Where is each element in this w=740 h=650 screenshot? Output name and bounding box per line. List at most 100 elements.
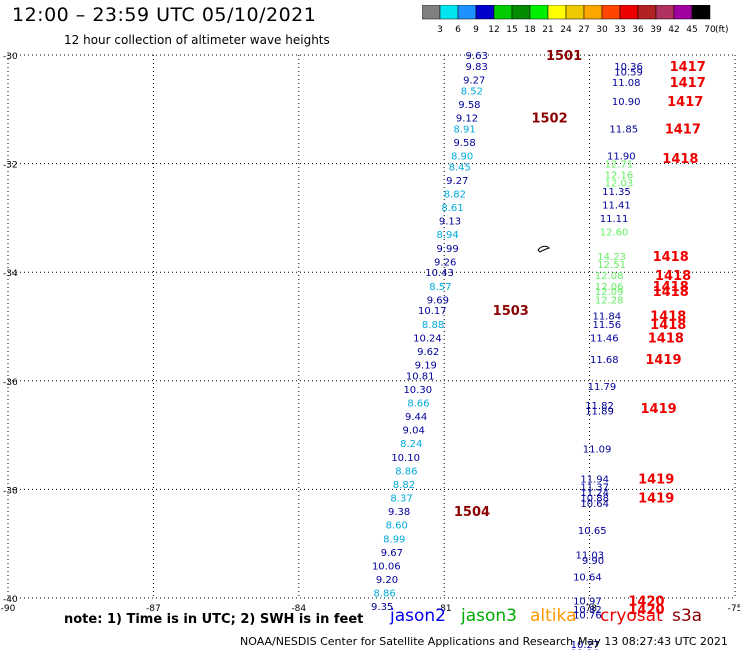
legend-unit: (ft) (715, 25, 729, 35)
wave-height-value: 12.51 (597, 260, 626, 271)
pass-time-label: 1417 (667, 95, 703, 110)
wave-height-value: 10.64 (573, 572, 602, 583)
legend-level: 30 (596, 25, 608, 35)
wave-height-value: 8.60 (386, 521, 408, 532)
wave-height-value: 8.52 (461, 86, 483, 97)
pass-time-label: 1418 (650, 310, 686, 325)
wave-height-value: 9.26 (434, 257, 456, 268)
wave-height-value: 9.90 (582, 556, 604, 567)
wave-height-value: 10.43 (425, 268, 454, 279)
wave-height-value: 9.44 (405, 412, 427, 423)
color-scale-legend: 3 6 9 12 15 18 21 24 27 30 33 36 39 42 45 70 (ft) (422, 5, 729, 35)
wave-height-value: 9.27 (463, 75, 485, 86)
wave-height-value: 8.90 (451, 151, 473, 162)
wave-height-value: 9.63 (466, 51, 488, 62)
wave-height-value: 11.68 (590, 355, 619, 366)
wave-height-value: 9.58 (453, 138, 475, 149)
pass-time-label: 1420 (628, 603, 664, 618)
wave-height-value: 11.84 (592, 312, 621, 323)
legend-s3a: s3a (672, 606, 703, 626)
legend-level: 6 (455, 25, 461, 35)
wave-height-value: 12.09 (595, 287, 624, 298)
legend-level: 33 (614, 25, 625, 35)
wave-height-value: 12.06 (595, 282, 624, 293)
wave-height-value: 10.10 (391, 453, 420, 464)
wave-height-value: 9.13 (439, 217, 461, 228)
y-tick-label: -32 (3, 161, 18, 171)
wave-height-value: 10.27 (571, 640, 600, 650)
wave-height-value: 11.37 (580, 483, 609, 494)
wave-height-value: 8.61 (441, 203, 463, 214)
wave-height-value: 11.24 (580, 488, 609, 499)
pass-time-label: 1419 (638, 473, 674, 488)
legend-jason3: jason3 (461, 606, 517, 626)
y-tick-label: -40 (3, 595, 18, 605)
page-title: 12:00 – 23:59 UTC 05/10/2021 (12, 4, 317, 26)
wave-height-value: 8.66 (407, 399, 429, 410)
wave-height-value: 10.36 (614, 62, 643, 73)
wave-height-value: 11.82 (585, 401, 614, 412)
wave-height-value: 9.38 (388, 507, 410, 518)
legend-level: 39 (650, 25, 662, 35)
wave-height-value: 11.03 (575, 551, 604, 562)
wave-height-value: 11.09 (583, 445, 612, 456)
wave-height-value: 11.41 (602, 200, 631, 211)
wave-height-value: 12.60 (600, 227, 629, 238)
wave-height-value: 10.81 (406, 371, 435, 382)
pass-time-label: 1418 (653, 285, 689, 300)
wave-height-value: 10.17 (418, 306, 447, 317)
wave-height-value: 10.82 (573, 605, 602, 616)
note-text: note: 1) Time is in UTC; 2) SWH is in fe… (64, 612, 364, 627)
legend-level: 18 (524, 25, 536, 35)
wave-height-value: 12.16 (605, 170, 634, 181)
legend-level: 24 (560, 25, 572, 35)
pass-time-label: 1418 (648, 331, 684, 346)
wave-height-value: 9.35 (371, 602, 393, 613)
wave-height-value: 11.90 (607, 151, 636, 162)
legend-swatch (691, 5, 711, 20)
pass-time-label: 1418 (655, 269, 691, 284)
wave-height-value: 8.94 (436, 230, 458, 241)
pass-time-label: 1503 (493, 304, 529, 319)
wave-height-value: 8.37 (390, 494, 412, 505)
wave-height-value: 9.69 (427, 295, 449, 306)
wave-height-value: 8.24 (400, 439, 422, 450)
wave-height-value: 14.23 (597, 252, 626, 263)
wave-height-value: 9.83 (466, 62, 488, 73)
legend-level: 12 (488, 25, 499, 35)
pass-time-label: 1420 (628, 595, 664, 610)
wave-height-value: 8.57 (429, 282, 451, 293)
legend-level: 21 (542, 25, 553, 35)
wave-height-value: 9.58 (458, 100, 480, 111)
pass-time-label: 1501 (546, 49, 582, 64)
y-tick-label: -34 (3, 269, 18, 279)
coastline-fragment (537, 245, 550, 253)
legend-level: 36 (632, 25, 644, 35)
legend-level: 42 (668, 25, 679, 35)
wave-height-value: 12.08 (595, 271, 624, 282)
wave-height-value: 9.62 (417, 347, 439, 358)
wave-height-value: 11.56 (592, 320, 621, 331)
x-tick-label: -87 (146, 604, 161, 614)
wave-height-value: 10.97 (573, 597, 602, 608)
wave-height-value: 10.64 (580, 499, 609, 510)
wave-height-value: 8.86 (395, 466, 417, 477)
credit-text: NOAA/NESDIS Center for Satellite Applica… (240, 635, 574, 648)
wave-height-value: 9.04 (403, 426, 425, 437)
wave-height-value: 9.27 (446, 176, 468, 187)
x-tick-label: -90 (1, 604, 16, 614)
x-tick-label: -75 (728, 604, 740, 614)
axes: -90 -87 -84 -81 -78 -75 -30 -32 -34 -36 -38 -40 (1, 52, 740, 614)
wave-height-value: 11.89 (585, 407, 614, 418)
timestamp: May 13 08:27:43 UTC 2021 (578, 635, 728, 648)
x-tick-label: -78 (582, 604, 597, 614)
pass-time-label: 1502 (531, 111, 567, 126)
pass-time-label: 1419 (638, 492, 674, 507)
wave-height-value: 9.12 (456, 113, 478, 124)
wave-height-value: 10.90 (612, 97, 641, 108)
wave-height-value: 11.08 (612, 78, 641, 89)
pass-time-label: 1417 (670, 60, 706, 75)
legend-jason2: jason2 (390, 606, 446, 626)
wave-height-value: 8.91 (453, 124, 475, 135)
